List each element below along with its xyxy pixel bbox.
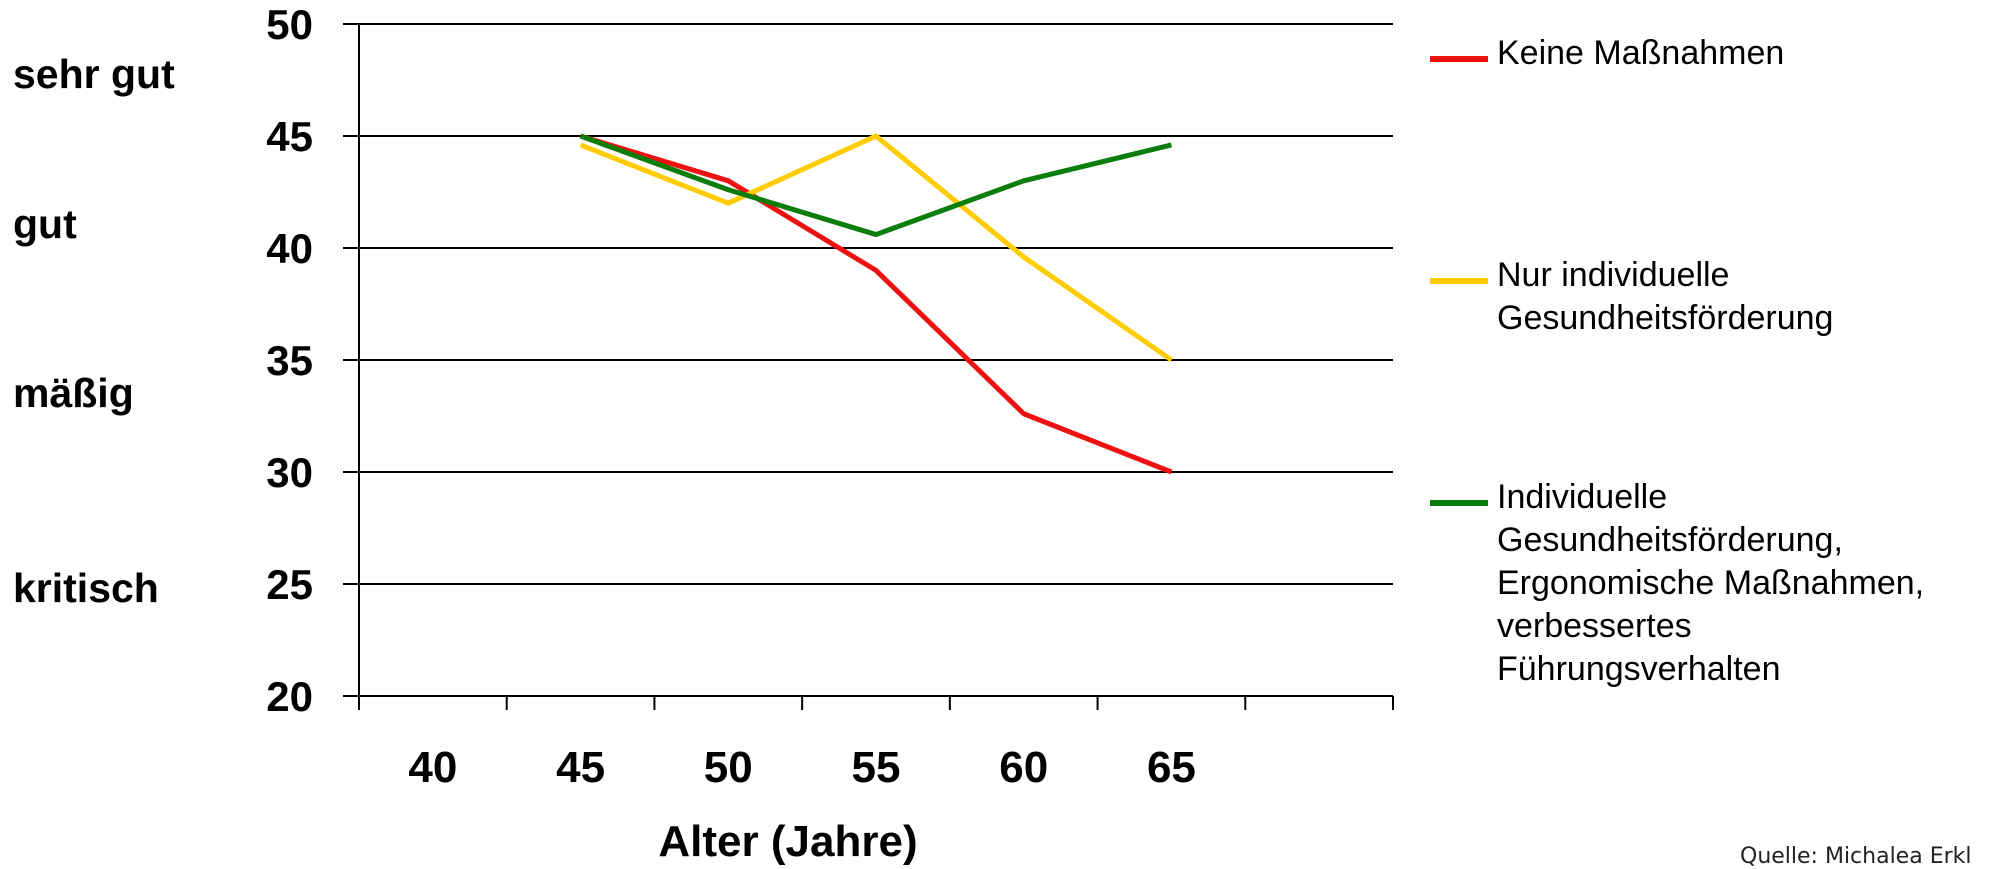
y-tick-label-25: 25 — [266, 561, 313, 608]
x-tick-label-60: 60 — [999, 743, 1048, 792]
source-citation: Quelle: Michalea Erkl — [1740, 844, 1972, 869]
gridlines — [343, 23, 1393, 697]
y-tick-label-40: 40 — [266, 225, 313, 272]
series-line-1 — [579, 133, 1173, 475]
y-tick-label-50: 50 — [266, 1, 313, 48]
rating-label-maessig: mäßig — [13, 370, 134, 416]
rating-label-sehr-gut: sehr gut — [13, 51, 175, 97]
legend-label: Individuelle Gesundheitsförderung, Ergon… — [1497, 478, 1925, 688]
x-tick-label-50: 50 — [704, 743, 753, 792]
legend-swatch — [1430, 56, 1488, 62]
legend-label: Keine Maßnahmen — [1497, 34, 1785, 72]
rating-label-kritisch: kritisch — [13, 565, 159, 611]
y-tick-label-30: 30 — [266, 449, 313, 496]
y-tick-label-20: 20 — [266, 673, 313, 720]
y-tick-label-35: 35 — [266, 337, 313, 384]
series-lines — [579, 133, 1173, 475]
x-tick-label-55: 55 — [852, 743, 901, 792]
x-tick-marks — [358, 696, 1394, 710]
rating-label-gut: gut — [13, 201, 77, 247]
series-line-2 — [579, 133, 1173, 363]
y-tick-labels: 20 25 30 35 40 45 50 — [266, 1, 313, 720]
y-tick-label-45: 45 — [266, 113, 313, 160]
x-tick-labels: 40 45 50 55 60 65 — [408, 743, 1196, 792]
legend-label: Nur individuelle Gesundheitsförderung — [1497, 256, 1834, 337]
x-tick-label-65: 65 — [1147, 743, 1196, 792]
x-axis-title: Alter (Jahre) — [658, 817, 917, 866]
legend-swatch — [1430, 278, 1488, 284]
x-tick-label-40: 40 — [408, 743, 457, 792]
x-tick-label-45: 45 — [556, 743, 605, 792]
legend-swatch — [1430, 500, 1488, 506]
series-line-3 — [579, 133, 1173, 238]
